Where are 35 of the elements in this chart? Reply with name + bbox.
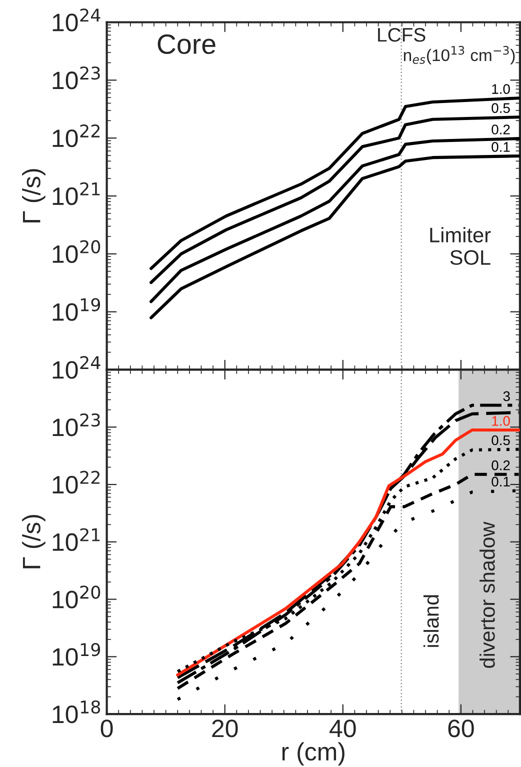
- y-tick-label: 10$^{22}$: [52, 470, 100, 494]
- series-label: 0.2: [492, 124, 510, 134]
- series-label: 3: [503, 391, 510, 402]
- y-tick-label: 10$^{21}$: [52, 528, 100, 551]
- x-tick-label: 40: [330, 720, 356, 738]
- series-label: 0.5: [492, 103, 510, 113]
- annotation: Core: [158, 34, 216, 54]
- y-tick-label: 10$^{24}$: [52, 356, 100, 379]
- series-label: 1.0: [492, 84, 510, 94]
- series-label: 0.1: [492, 142, 510, 152]
- x-axis-title: r (cm): [282, 742, 344, 766]
- ref-line-label: LCFS: [378, 28, 426, 42]
- y-tick-label: 10$^{24}$: [52, 8, 100, 32]
- series-label: 0.1: [492, 476, 510, 487]
- y-axis-title: Γ (/s): [22, 515, 46, 568]
- x-tick-label: 60: [448, 720, 474, 738]
- y-tick-label: 10$^{19}$: [52, 298, 100, 321]
- annotation: n$_{es}$(10$^{13}$ cm$^{−3}$): [404, 46, 515, 64]
- x-tick-label: 20: [212, 720, 238, 738]
- y-tick-label: 10$^{20}$: [52, 240, 100, 263]
- y-tick-label: 10$^{18}$: [52, 700, 100, 724]
- annotation: Limiter SOL: [430, 227, 491, 265]
- y-tick-label: 10$^{19}$: [52, 642, 100, 666]
- y-axis-title: Γ (/s): [22, 169, 46, 222]
- y-tick-label: 10$^{22}$: [52, 124, 100, 148]
- y-tick-label: 10$^{23}$: [52, 66, 100, 90]
- y-tick-label: 10$^{21}$: [52, 182, 100, 206]
- y-tick-label: 10$^{20}$: [52, 586, 100, 608]
- annotation: island: [423, 595, 439, 647]
- x-tick-label: 0: [100, 720, 113, 738]
- y-tick-label: 10$^{23}$: [52, 413, 100, 436]
- series-label: 0.5: [492, 435, 510, 446]
- series-label: 0.2: [492, 460, 510, 470]
- series-label: 1.0: [492, 416, 510, 426]
- band-label: divertor shadow: [480, 522, 495, 668]
